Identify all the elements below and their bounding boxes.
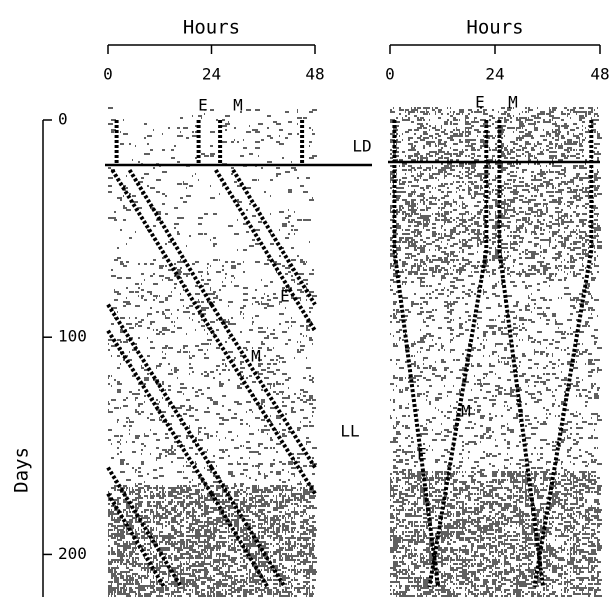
annotation: M <box>251 347 261 366</box>
y-tick-label: 0 <box>58 110 68 129</box>
x-tick-label: 48 <box>305 65 324 84</box>
y-tick-label: 100 <box>58 327 87 346</box>
x-axis-label: Hours <box>183 17 240 39</box>
activity-trace <box>106 120 317 589</box>
x-axis-label: Hours <box>466 17 523 39</box>
activity-texture <box>390 107 602 597</box>
annotation: M <box>461 402 471 421</box>
annotation: E <box>198 96 208 115</box>
activity-trace <box>392 120 546 588</box>
x-tick-label: 0 <box>103 65 113 84</box>
x-tick-label: 24 <box>202 65 221 84</box>
activity-trace <box>106 120 317 589</box>
annotation: M <box>233 96 243 115</box>
annotation: LD <box>352 137 371 156</box>
y-tick-label: 200 <box>58 544 87 563</box>
activity-trace <box>427 120 594 588</box>
x-tick-label: 48 <box>590 65 609 84</box>
y-axis-label: Days <box>11 447 33 493</box>
annotation: M <box>508 93 518 112</box>
annotation: E <box>417 445 427 464</box>
annotation: E <box>280 287 290 306</box>
x-tick-label: 24 <box>485 65 504 84</box>
annotation: E <box>475 93 485 112</box>
x-tick-label: 0 <box>385 65 395 84</box>
annotation: LL <box>340 422 359 441</box>
